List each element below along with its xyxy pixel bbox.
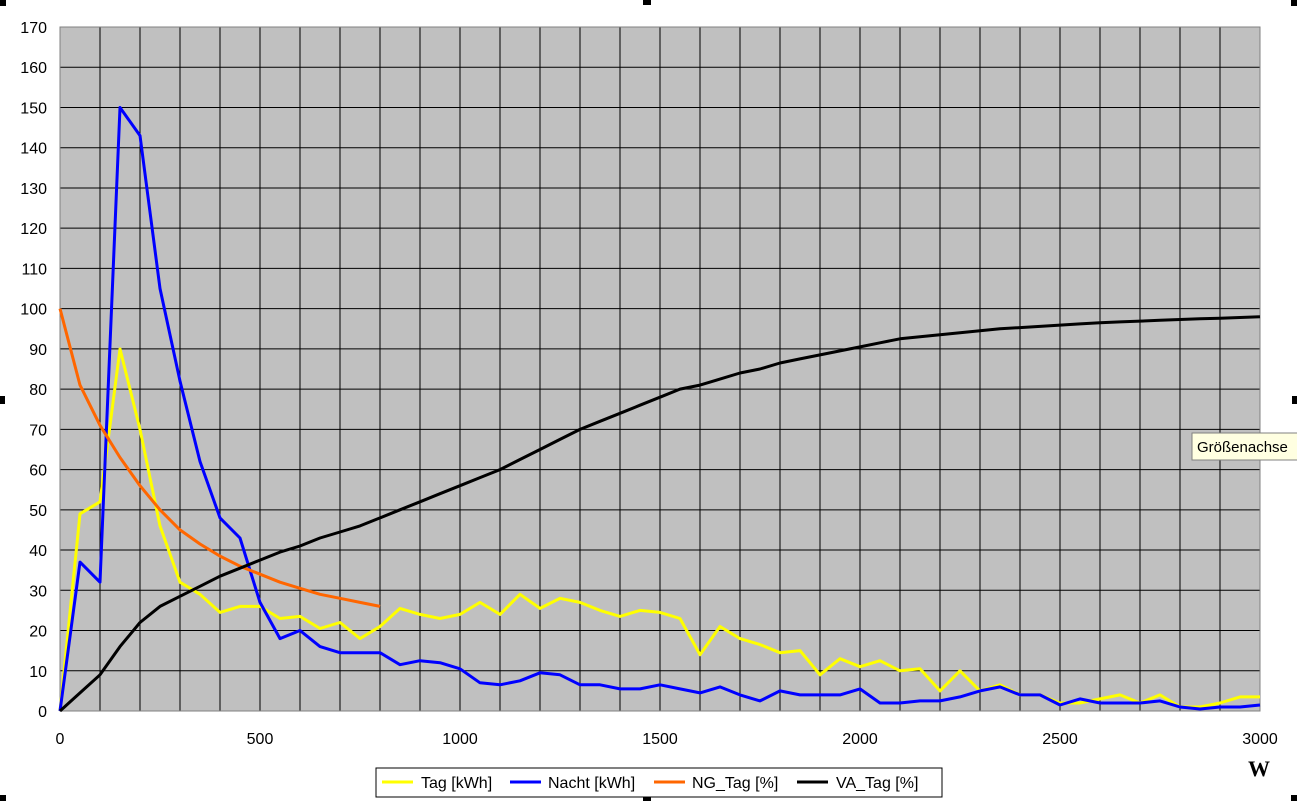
x-tick-label: 3000 <box>1242 731 1278 748</box>
legend-label-ng-tag: NG_Tag [%] <box>692 775 778 792</box>
selection-handle-bottom-right[interactable] <box>1291 795 1297 801</box>
y-tick-label: 90 <box>29 342 47 359</box>
y-tick-label: 110 <box>21 261 47 278</box>
y-axis-tick-labels: 0 10 20 30 40 50 60 70 80 90 100 110 120 130 140 150 160… <box>20 20 47 721</box>
y-tick-label: 170 <box>20 20 47 37</box>
x-tick-label: 2500 <box>1042 731 1078 748</box>
selection-handle-middle-right[interactable] <box>1292 396 1297 404</box>
series-layer <box>58 106 1261 713</box>
selection-handle-bottom-left[interactable] <box>0 795 6 801</box>
y-tick-label: 50 <box>29 503 47 520</box>
legend[interactable]: Tag [kWh] Nacht [kWh] NG_Tag [%] VA_Tag … <box>375 767 943 798</box>
tooltip-text: Größenachse <box>1197 439 1288 456</box>
y-tick-label: 40 <box>29 543 47 560</box>
selection-handle-bottom-center[interactable] <box>643 796 651 801</box>
legend-item-nacht: Nacht [kWh] <box>510 775 635 792</box>
x-tick-label: 500 <box>247 731 274 748</box>
plot-area-border <box>59 26 1261 712</box>
legend-item-va-tag: VA_Tag [%] <box>797 775 918 792</box>
x-tick-label: 1000 <box>442 731 478 748</box>
series-line-nacht[interactable] <box>58 106 1261 712</box>
y-tick-label: 130 <box>20 181 47 198</box>
series-line-va-tag[interactable] <box>58 315 1261 713</box>
legend-item-ng-tag: NG_Tag [%] <box>654 775 778 792</box>
x-tick-label: 2000 <box>842 731 878 748</box>
legend-label-va-tag: VA_Tag [%] <box>836 775 918 792</box>
series-line-ng-tag[interactable] <box>58 308 381 608</box>
selection-handle-top-center[interactable] <box>643 0 651 5</box>
y-tick-label: 70 <box>29 422 47 439</box>
selection-handle-top-right[interactable] <box>1291 0 1297 6</box>
y-tick-label: 30 <box>29 583 47 600</box>
legend-item-tag: Tag [kWh] <box>382 775 492 792</box>
y-tick-label: 140 <box>20 141 47 158</box>
legend-label-nacht: Nacht [kWh] <box>548 775 635 792</box>
series-line-tag[interactable] <box>58 347 1260 712</box>
legend-label-tag: Tag [kWh] <box>421 775 492 792</box>
y-tick-label: 0 <box>38 704 47 721</box>
selection-handle-middle-left[interactable] <box>0 396 5 404</box>
y-tick-label: 120 <box>20 221 47 238</box>
y-tick-label: 160 <box>20 60 47 77</box>
x-axis-tick-labels: 0 500 1000 1500 2000 2500 3000 <box>56 731 1278 748</box>
y-tick-label: 60 <box>29 463 47 480</box>
axis-tooltip: Größenachse <box>1191 432 1297 461</box>
x-axis-unit-label: W <box>1248 756 1270 781</box>
selection-handle-top-left[interactable] <box>0 0 6 6</box>
y-tick-label: 80 <box>29 382 47 399</box>
x-tick-label: 0 <box>56 731 65 748</box>
x-tick-label: 1500 <box>642 731 678 748</box>
y-tick-label: 150 <box>20 100 47 117</box>
y-tick-label: 10 <box>29 664 47 681</box>
horizontal-gridlines <box>60 66 1260 672</box>
vertical-gridlines <box>99 27 1221 711</box>
y-tick-label: 100 <box>20 302 47 319</box>
y-tick-label: 20 <box>29 624 47 641</box>
tooltip-box <box>1191 432 1297 461</box>
